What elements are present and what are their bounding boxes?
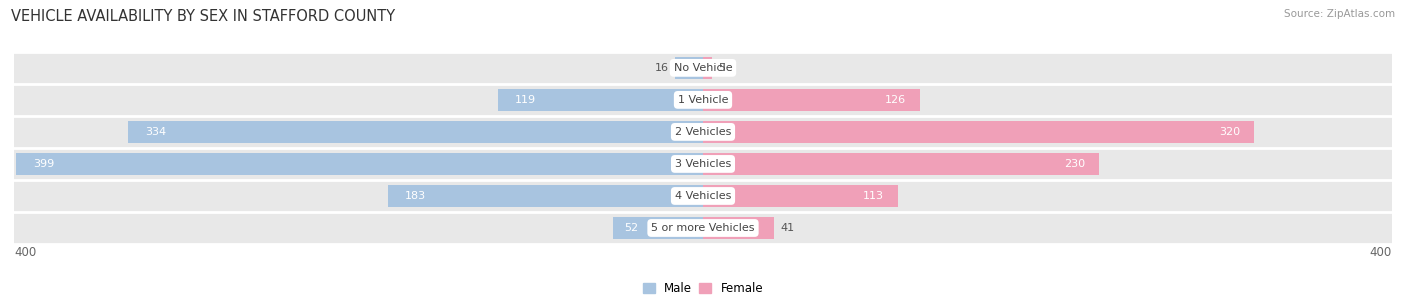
Bar — [14, 84, 1392, 116]
Text: 400: 400 — [14, 246, 37, 259]
Text: 230: 230 — [1064, 159, 1085, 169]
Bar — [388, 185, 703, 207]
Text: Source: ZipAtlas.com: Source: ZipAtlas.com — [1284, 9, 1395, 19]
Text: No Vehicle: No Vehicle — [673, 63, 733, 73]
Text: 5 or more Vehicles: 5 or more Vehicles — [651, 223, 755, 233]
Bar — [703, 57, 711, 79]
Text: VEHICLE AVAILABILITY BY SEX IN STAFFORD COUNTY: VEHICLE AVAILABILITY BY SEX IN STAFFORD … — [11, 9, 395, 24]
Bar — [675, 57, 703, 79]
Text: 4 Vehicles: 4 Vehicles — [675, 191, 731, 201]
Bar — [14, 180, 1392, 212]
Bar — [613, 217, 703, 239]
Bar — [703, 217, 773, 239]
Text: 119: 119 — [515, 95, 536, 105]
Text: 320: 320 — [1219, 127, 1240, 137]
Text: 41: 41 — [780, 223, 794, 233]
Text: 113: 113 — [863, 191, 884, 201]
Bar — [703, 153, 1099, 175]
Bar — [498, 89, 703, 111]
Bar — [14, 148, 1392, 180]
Bar — [703, 89, 920, 111]
Bar — [703, 121, 1254, 143]
Text: 3 Vehicles: 3 Vehicles — [675, 159, 731, 169]
Bar — [14, 116, 1392, 148]
Legend: Male, Female: Male, Female — [638, 277, 768, 300]
Text: 52: 52 — [624, 223, 638, 233]
Text: 334: 334 — [145, 127, 166, 137]
Text: 183: 183 — [405, 191, 426, 201]
Text: 1 Vehicle: 1 Vehicle — [678, 95, 728, 105]
Text: 2 Vehicles: 2 Vehicles — [675, 127, 731, 137]
Bar — [703, 185, 897, 207]
Text: 126: 126 — [886, 95, 907, 105]
Text: 399: 399 — [32, 159, 55, 169]
Bar — [15, 153, 703, 175]
Bar — [128, 121, 703, 143]
Bar — [14, 52, 1392, 84]
Text: 16: 16 — [655, 63, 669, 73]
Bar — [14, 212, 1392, 244]
Text: 5: 5 — [718, 63, 725, 73]
Text: 400: 400 — [1369, 246, 1392, 259]
